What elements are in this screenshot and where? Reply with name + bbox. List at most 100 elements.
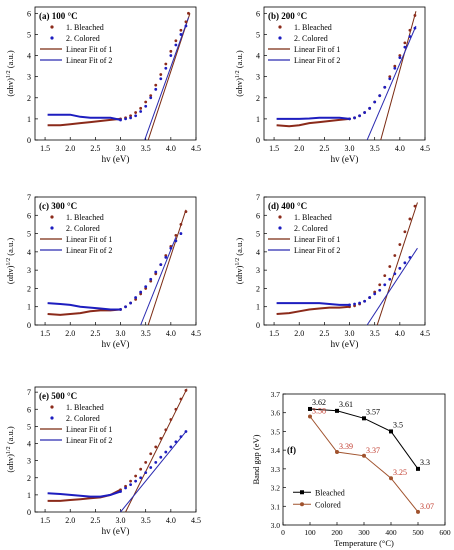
bleached-marker bbox=[134, 111, 138, 114]
bleached-marker bbox=[388, 75, 392, 79]
y-tick-label: 3 bbox=[27, 266, 31, 275]
colored-marker bbox=[378, 94, 382, 98]
colored-marker bbox=[154, 270, 158, 274]
legend-marker bbox=[50, 36, 54, 40]
y-tick-label: 4 bbox=[27, 248, 31, 257]
bleached-marker bbox=[159, 436, 163, 440]
x-axis-label: hv (eV) bbox=[102, 526, 130, 536]
y-tick-label: 3.6 bbox=[271, 409, 281, 418]
bleached-marker bbox=[403, 41, 407, 45]
colored-marker bbox=[149, 96, 153, 100]
colored-marker bbox=[389, 476, 393, 481]
y-tick-label: 0 bbox=[27, 321, 31, 330]
bleached-marker bbox=[164, 428, 168, 432]
x-tick-label: 4.0 bbox=[166, 516, 176, 525]
bleached-line bbox=[47, 117, 121, 127]
colored-marker bbox=[119, 308, 122, 311]
colored-line bbox=[276, 302, 350, 306]
colored-marker bbox=[129, 483, 132, 487]
colored-data-label: 3.07 bbox=[420, 502, 434, 511]
colored-marker bbox=[179, 232, 183, 235]
y-tick-label: 4 bbox=[256, 248, 260, 257]
colored-marker bbox=[169, 445, 173, 449]
bleached-marker bbox=[144, 100, 148, 104]
x-tick-label: 3.0 bbox=[345, 329, 355, 338]
colored-marker bbox=[164, 450, 168, 454]
y-tick-label: 3.3 bbox=[271, 465, 281, 474]
x-tick-label: 1.5 bbox=[40, 329, 50, 338]
fit-line-1 bbox=[147, 209, 187, 325]
y-tick-label: 5 bbox=[27, 422, 31, 431]
colored-marker bbox=[179, 33, 183, 36]
y-tick-label: 5 bbox=[27, 30, 31, 39]
legend-label: Linear Fit of 2 bbox=[66, 436, 112, 445]
panel-5: 1.5 2.0 2.5 3.0 3.5 4.0 4.5 0 1 2 3 4 5 6 7 hv (eV) (αhv… bbox=[5, 386, 201, 536]
bleached-marker bbox=[398, 243, 402, 246]
x-tick-label: 3.5 bbox=[141, 329, 151, 338]
legend-label: Linear Fit of 1 bbox=[294, 235, 340, 244]
legend-marker bbox=[50, 25, 54, 29]
y-tick-label: 2 bbox=[256, 94, 260, 103]
fit-line-1 bbox=[147, 13, 191, 140]
bleached-marker bbox=[174, 407, 178, 411]
y-axis-label: (αhv)1/2 (a.u.) bbox=[5, 238, 15, 285]
colored-marker bbox=[408, 35, 412, 38]
legend: 1. Bleached 2. Colored Linear Fit of 1 Line… bbox=[268, 23, 340, 65]
fit-line-2 bbox=[366, 247, 418, 325]
colored-marker bbox=[134, 479, 138, 483]
fit-line-1 bbox=[376, 202, 418, 325]
fit-line-1 bbox=[380, 11, 417, 140]
bleached-marker bbox=[154, 83, 158, 87]
legend-label: Linear Fit of 1 bbox=[66, 45, 112, 54]
bleached-marker bbox=[154, 445, 158, 449]
colored-marker bbox=[353, 302, 356, 306]
y-tick-label: 7 bbox=[27, 388, 31, 397]
colored-marker bbox=[159, 77, 163, 81]
colored-marker bbox=[169, 246, 173, 250]
y-tick-label: 0 bbox=[256, 321, 260, 330]
colored-marker bbox=[164, 255, 168, 259]
colored-marker bbox=[124, 486, 127, 490]
legend-marker bbox=[278, 215, 282, 219]
legend-marker bbox=[278, 25, 282, 29]
colored-data-label: 3.58 bbox=[312, 406, 326, 415]
colored-marker bbox=[134, 296, 138, 299]
colored-marker bbox=[184, 430, 188, 433]
x-tick-label: 2.5 bbox=[90, 144, 100, 153]
x-tick-label: 4.5 bbox=[191, 329, 201, 338]
y-tick-label: 2 bbox=[27, 284, 31, 293]
colored-line bbox=[276, 116, 350, 120]
y-tick-label: 0 bbox=[27, 136, 31, 145]
bleached-marker bbox=[388, 265, 392, 268]
x-tick-label: 0 bbox=[281, 528, 285, 537]
colored-marker bbox=[358, 301, 361, 305]
colored-marker bbox=[129, 116, 132, 120]
y-tick-label: 3 bbox=[27, 73, 31, 82]
x-tick-label: 3.5 bbox=[370, 144, 380, 153]
colored-data-label: 3.39 bbox=[339, 442, 353, 451]
y-tick-label: 0 bbox=[256, 136, 260, 145]
bleached-marker bbox=[149, 452, 153, 456]
colored-marker bbox=[124, 305, 127, 309]
y-tick-label: 0 bbox=[27, 508, 31, 517]
bleached-marker bbox=[179, 28, 183, 32]
x-tick-label: 3.0 bbox=[116, 144, 126, 153]
legend-label: Linear Fit of 2 bbox=[66, 56, 112, 65]
bleached-data-label: 3.3 bbox=[420, 458, 430, 467]
legend-marker bbox=[300, 490, 304, 495]
x-axis-label: hv (eV) bbox=[102, 339, 130, 349]
x-tick-label: 200 bbox=[331, 528, 343, 537]
colored-marker bbox=[159, 455, 163, 459]
panel-4: 1.5 2.0 2.5 3.0 3.5 4.0 4.5 0 1 2 3 4 5 6 7 hv (eV) (αhv… bbox=[234, 193, 430, 349]
y-axis-label: (αhv)1/2 (a.u.) bbox=[5, 426, 15, 473]
x-tick-label: 600 bbox=[439, 528, 451, 537]
x-tick-label: 1.5 bbox=[40, 516, 50, 525]
plot-area bbox=[47, 11, 191, 140]
y-tick-label: 7 bbox=[27, 193, 31, 202]
bleached-marker bbox=[383, 274, 387, 278]
x-tick-label: 2.5 bbox=[90, 329, 100, 338]
bleached-marker bbox=[169, 418, 173, 421]
colored-marker bbox=[416, 509, 420, 514]
bleached-marker bbox=[378, 283, 382, 287]
bleached-marker bbox=[179, 397, 183, 401]
